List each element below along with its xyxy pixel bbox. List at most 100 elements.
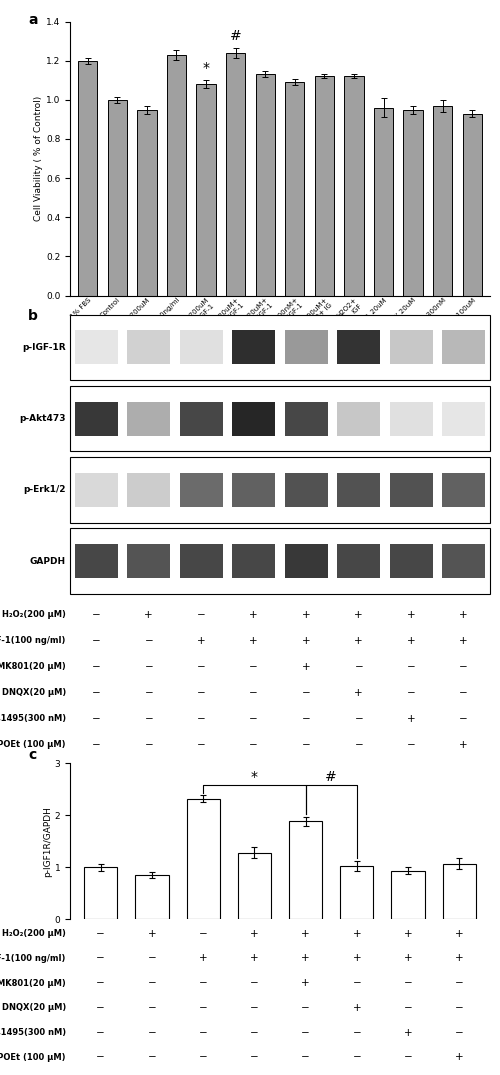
- Text: +: +: [148, 929, 156, 938]
- Text: +: +: [460, 610, 468, 620]
- Text: +: +: [352, 954, 361, 963]
- Bar: [127, 402, 170, 435]
- Bar: [70, 457, 490, 522]
- Bar: [180, 330, 223, 364]
- Text: −: −: [407, 662, 416, 672]
- Text: −: −: [197, 714, 205, 723]
- Text: −: −: [354, 740, 363, 750]
- Bar: [127, 330, 170, 364]
- Text: −: −: [460, 714, 468, 723]
- Text: −: −: [404, 978, 412, 988]
- Bar: [390, 473, 433, 506]
- Text: +: +: [352, 1003, 361, 1013]
- Text: −: −: [250, 1052, 259, 1062]
- Bar: [180, 544, 223, 578]
- Text: −: −: [148, 978, 156, 988]
- Text: −: −: [250, 740, 258, 750]
- Bar: [84, 868, 117, 919]
- Text: +: +: [455, 954, 464, 963]
- Text: −: −: [92, 740, 100, 750]
- Bar: [284, 330, 328, 364]
- Text: −: −: [352, 1052, 361, 1062]
- Text: −: −: [199, 1003, 207, 1013]
- Bar: [337, 544, 380, 578]
- Bar: [284, 473, 328, 506]
- Bar: [442, 402, 486, 435]
- Text: −: −: [96, 978, 105, 988]
- Text: DNQX(20 μM): DNQX(20 μM): [2, 688, 66, 698]
- Text: −: −: [199, 929, 207, 938]
- Bar: [196, 84, 216, 296]
- Text: −: −: [302, 740, 310, 750]
- Text: −: −: [250, 662, 258, 672]
- Text: −: −: [148, 1003, 156, 1013]
- Text: +: +: [354, 636, 363, 646]
- Bar: [70, 528, 490, 593]
- Bar: [186, 799, 220, 919]
- Text: DNQX(20 μM): DNQX(20 μM): [2, 1003, 66, 1013]
- Text: COPPOEt (100 μM): COPPOEt (100 μM): [0, 741, 66, 749]
- Text: −: −: [92, 714, 100, 723]
- Text: −: −: [148, 1052, 156, 1062]
- Text: −: −: [404, 1052, 412, 1062]
- Text: −: −: [96, 1028, 105, 1037]
- Bar: [337, 473, 380, 506]
- Text: −: −: [144, 662, 153, 672]
- Text: +: +: [354, 610, 363, 620]
- Bar: [404, 110, 422, 296]
- Bar: [136, 875, 168, 919]
- Text: +: +: [354, 688, 363, 698]
- Text: −: −: [301, 1003, 310, 1013]
- Bar: [74, 402, 118, 435]
- Text: #: #: [326, 770, 337, 784]
- Text: +: +: [404, 1028, 412, 1037]
- Text: p-Erk1/2: p-Erk1/2: [24, 485, 66, 494]
- Bar: [138, 110, 156, 296]
- Text: −: −: [250, 978, 259, 988]
- Text: −: −: [407, 688, 416, 698]
- Text: LY341495(300 nM): LY341495(300 nM): [0, 1028, 66, 1037]
- Text: −: −: [96, 1003, 105, 1013]
- Text: H₂O₂(200 μM): H₂O₂(200 μM): [2, 611, 66, 619]
- Text: −: −: [354, 662, 363, 672]
- Bar: [232, 402, 276, 435]
- Text: −: −: [148, 954, 156, 963]
- Text: −: −: [197, 688, 205, 698]
- Text: −: −: [96, 954, 105, 963]
- Bar: [284, 402, 328, 435]
- Text: −: −: [455, 1003, 464, 1013]
- Bar: [315, 76, 334, 296]
- Text: −: −: [250, 714, 258, 723]
- Text: −: −: [460, 688, 468, 698]
- Text: −: −: [250, 688, 258, 698]
- Bar: [74, 544, 118, 578]
- Text: H₂O₂(200 μM): H₂O₂(200 μM): [2, 929, 66, 938]
- Text: +: +: [302, 978, 310, 988]
- Text: −: −: [250, 1003, 259, 1013]
- Bar: [340, 866, 374, 919]
- Bar: [167, 55, 186, 296]
- Bar: [226, 53, 245, 296]
- Bar: [390, 544, 433, 578]
- Bar: [433, 105, 452, 296]
- Text: +: +: [302, 610, 310, 620]
- Text: +: +: [407, 610, 416, 620]
- Text: IGF-1(100 ng/ml): IGF-1(100 ng/ml): [0, 954, 66, 963]
- Text: −: −: [144, 636, 153, 646]
- Bar: [462, 114, 482, 296]
- Bar: [392, 871, 424, 919]
- Bar: [74, 330, 118, 364]
- Bar: [180, 473, 223, 506]
- Text: +: +: [302, 929, 310, 938]
- Bar: [442, 544, 486, 578]
- Bar: [127, 473, 170, 506]
- Bar: [180, 402, 223, 435]
- Text: +: +: [407, 636, 416, 646]
- Text: −: −: [92, 662, 100, 672]
- Text: COPPOEt (100 μM): COPPOEt (100 μM): [0, 1052, 66, 1062]
- Text: b: b: [28, 309, 38, 322]
- Bar: [289, 821, 322, 919]
- Text: −: −: [92, 688, 100, 698]
- Text: +: +: [407, 714, 416, 723]
- Text: −: −: [407, 740, 416, 750]
